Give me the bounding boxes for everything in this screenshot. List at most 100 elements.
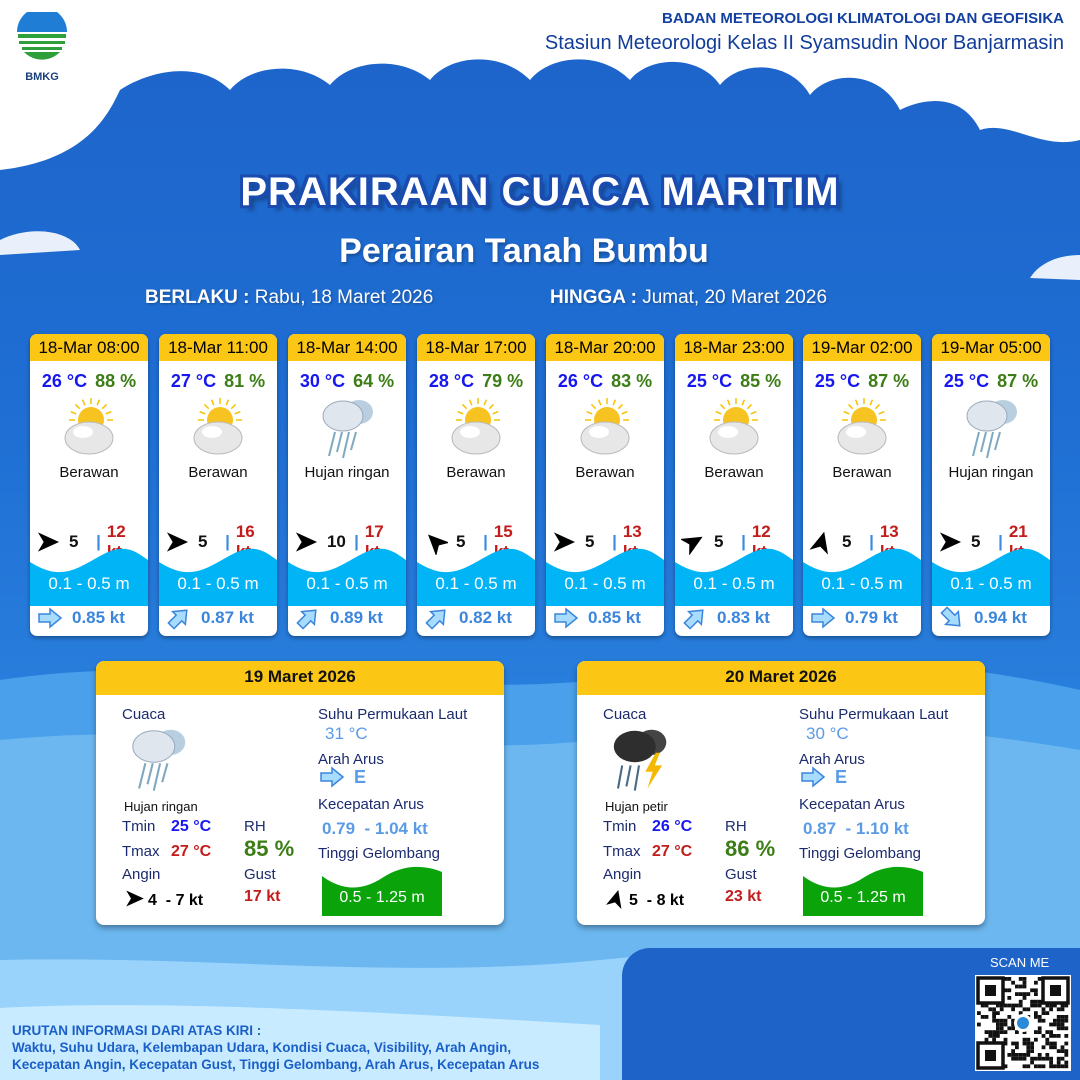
wind-speed: 5: [455, 532, 466, 551]
wave-graphic: [159, 548, 277, 606]
valid-from-value: Rabu, 18 Maret 2026: [254, 287, 434, 308]
wind-range: 5 - 8 kt: [629, 891, 685, 909]
current-speed-range: 0.87 - 1.10 kt: [803, 819, 909, 838]
current-speed-label: Kecepatan Arus: [799, 796, 905, 813]
partly-cloudy-icon: [803, 396, 921, 460]
daily-wave-height: 0.5 - 1.25 m: [339, 889, 425, 906]
current-direction-icon: [320, 766, 345, 788]
wave-graphic: [322, 866, 442, 916]
tmax-label: Tmax: [603, 843, 641, 860]
weather-condition: Berawan: [575, 464, 635, 481]
rh-label: RH: [725, 818, 747, 835]
wave-graphic: [417, 548, 535, 606]
wind-direction-icon: [809, 531, 829, 555]
wind-label: Angin: [122, 866, 161, 883]
wind-direction-icon: [37, 532, 60, 552]
tmin-value: 26 °C: [652, 818, 693, 835]
valid-from-label: BERLAKU :: [145, 287, 250, 308]
partly-cloudy-icon: [675, 396, 793, 460]
forecast-time: 18-Mar 14:00: [288, 334, 406, 361]
wind-direction-icon: [681, 536, 703, 555]
current-speed: 0.85 kt: [588, 608, 641, 627]
wave-graphic: [30, 548, 148, 606]
wave-height: 0.1 - 0.5 m: [564, 574, 646, 593]
current-direction-icon: [811, 607, 836, 629]
gust-label: Gust: [725, 866, 757, 883]
weather-condition: Berawan: [704, 464, 764, 481]
daily-condition: Hujan petir: [605, 799, 668, 814]
wind-speed: 5: [970, 532, 981, 551]
current-speed: 0.79 kt: [845, 608, 898, 627]
wind-direction-icon: [166, 532, 189, 552]
partly-cloudy-icon: [30, 396, 148, 460]
tmin-label: Tmin: [603, 818, 637, 835]
wind-direction-icon: [939, 532, 962, 552]
forecast-card: 19-Mar 02:00 25 °C87 % Berawan 5|13 kt 0…: [803, 334, 921, 636]
current-speed-range: 0.79 - 1.04 kt: [322, 819, 428, 838]
gust-label: Gust: [244, 866, 276, 883]
forecast-card: 18-Mar 20:00 26 °C83 % Berawan 5|13 kt 0…: [546, 334, 664, 636]
wave-height: 0.1 - 0.5 m: [177, 574, 259, 593]
thunderstorm-icon: [605, 721, 672, 792]
weather-condition: Berawan: [59, 464, 119, 481]
gust-value: 23 kt: [725, 888, 762, 905]
tmax-label: Tmax: [122, 843, 160, 860]
rh-label: RH: [244, 818, 266, 835]
rh-value: 86 %: [725, 836, 776, 861]
wind-direction-icon: [126, 890, 144, 907]
wave-height: 0.1 - 0.5 m: [48, 574, 130, 593]
daily-date: 19 Maret 2026: [96, 661, 504, 695]
bmkg-logo: BMKG: [14, 7, 70, 83]
current-dir-label: Arah Arus: [799, 751, 865, 768]
forecast-card: 18-Mar 08:00 26 °C88 % Berawan 5|12 kt 0…: [30, 334, 148, 636]
humidity: 64 %: [353, 371, 395, 391]
air-temperature: 26 °C: [557, 371, 604, 391]
humidity: 87 %: [997, 371, 1039, 391]
sst-label: Suhu Permukaan Laut: [318, 706, 468, 723]
organization: BADAN METEOROLOGI KLIMATOLOGI DAN GEOFIS…: [545, 10, 1064, 55]
current-dir-value: E: [835, 766, 848, 787]
wave-height: 0.1 - 0.5 m: [306, 574, 388, 593]
current-speed: 0.89 kt: [330, 608, 383, 627]
air-temperature: 26 °C: [41, 371, 88, 391]
wave-label: Tinggi Gelombang: [318, 845, 441, 862]
air-temperature: 25 °C: [686, 371, 733, 391]
air-temperature: 25 °C: [814, 371, 861, 391]
current-speed: 0.85 kt: [72, 608, 125, 627]
wave-graphic: [546, 548, 664, 606]
current-dir-value: E: [354, 766, 367, 787]
wind-direction-icon: [295, 532, 318, 552]
forecast-card: 19-Mar 05:00 25 °C 87 % Hujan ringan 5 | 21…: [932, 334, 1050, 636]
daily-date: 20 Maret 2026: [577, 661, 985, 695]
current-direction-icon: [425, 609, 446, 630]
humidity: 87 %: [868, 371, 910, 391]
valid-to: HINGGA : Jumat, 20 Maret 2026: [550, 287, 827, 309]
light-rain-icon: [932, 396, 1050, 460]
wind-speed: 5: [197, 532, 208, 551]
qr-code[interactable]: [975, 975, 1071, 1071]
current-direction-icon: [554, 607, 579, 629]
air-temperature: 25 °C: [943, 371, 990, 391]
weather-condition: Berawan: [832, 464, 892, 481]
air-temperature: 28 °C: [428, 371, 475, 391]
footer-line-1: Waktu, Suhu Udara, Kelembapan Udara, Kon…: [12, 1040, 512, 1055]
wave-graphic: [288, 548, 406, 606]
valid-from: BERLAKU : Rabu, 18 Maret 2026: [145, 287, 433, 309]
current-direction-icon: [38, 607, 63, 629]
wave-graphic: [932, 548, 1050, 606]
daily-wave-height: 0.5 - 1.25 m: [820, 889, 906, 906]
air-temperature: 27 °C: [170, 371, 217, 391]
tmin-value: 25 °C: [171, 818, 212, 835]
wave-height: 0.1 - 0.5 m: [435, 574, 517, 593]
page-subtitle: Perairan Tanah Bumbu: [339, 232, 709, 270]
humidity: 81 %: [224, 371, 266, 391]
current-speed: 0.82 kt: [459, 608, 512, 627]
current-speed: 0.94 kt: [974, 608, 1027, 627]
forecast-card: 18-Mar 23:00 25 °C85 % Berawan 5|12 kt 0…: [675, 334, 793, 636]
wind-range: 4 - 7 kt: [148, 891, 204, 909]
current-direction-icon: [296, 609, 317, 630]
partly-cloudy-icon: [417, 396, 535, 460]
weather-condition: Hujan ringan: [948, 464, 1034, 481]
air-temperature: 30 °C: [299, 371, 346, 391]
sst-value: 31 °C: [325, 724, 368, 743]
